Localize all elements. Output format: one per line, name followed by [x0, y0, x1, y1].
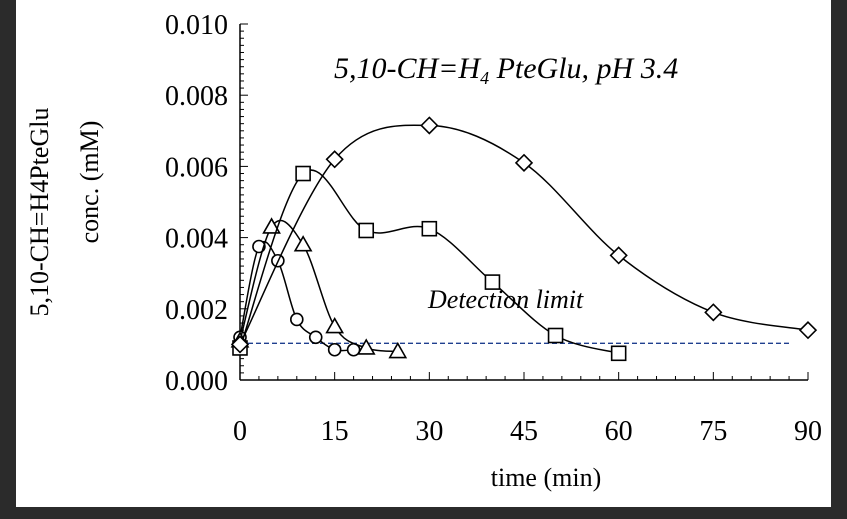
diamond-marker [798, 321, 818, 340]
diamond-marker [704, 303, 723, 322]
x-axis-title: time (min) [491, 463, 601, 492]
triangle-marker [325, 316, 345, 334]
y-axis-title-line1: 5,10-CH=H4PteGlu [25, 108, 54, 317]
triangle-marker [388, 341, 408, 359]
diamond-marker [325, 150, 344, 169]
square-marker [295, 165, 311, 182]
y-tick-label: 0.004 [165, 224, 228, 255]
y-tick-label: 0.000 [165, 366, 228, 397]
x-tick-label: 90 [794, 416, 822, 447]
circle-marker [289, 312, 304, 327]
x-tick-label: 45 [510, 416, 538, 447]
series-circle [233, 239, 361, 357]
y-tick-label: 0.010 [165, 10, 228, 41]
diamond-marker [230, 335, 250, 354]
diamond-marker [609, 246, 628, 265]
x-tick-label: 0 [233, 416, 247, 447]
y-axis-title-line2: conc. (mM) [75, 121, 104, 244]
x-tick-label: 15 [321, 416, 349, 447]
diamond-marker [420, 116, 439, 135]
square-marker [484, 274, 501, 290]
y-tick-label: 0.002 [165, 295, 228, 326]
series-layer [230, 116, 818, 362]
triangle-marker [356, 338, 376, 355]
diamond-marker [514, 153, 534, 172]
y-tick-label: 0.008 [165, 81, 228, 112]
circle-marker [308, 330, 323, 345]
series-diamond [230, 116, 818, 354]
square-marker [610, 345, 627, 362]
annotation-text: 5,10-CH=H4 PteGlu, pH 3.4 [334, 52, 678, 88]
circle-marker [252, 239, 266, 254]
triangle-marker [262, 217, 281, 234]
series-square [232, 165, 627, 362]
y-tick-label: 0.006 [165, 152, 228, 183]
series-line-circle [239, 240, 354, 352]
circle-marker [327, 342, 342, 357]
labels-layer: 0.000 0.002 0.004 0.006 0.008 0.010 0 15 30 45 60 7… [25, 10, 822, 492]
detection-limit-label: Detection limit [427, 285, 584, 314]
x-tick-label: 60 [605, 416, 633, 447]
x-tick-label: 75 [699, 416, 727, 447]
chart-frame [16, 0, 831, 507]
x-tick-label: 30 [415, 416, 443, 447]
triangle-marker [293, 235, 313, 252]
square-marker [547, 327, 564, 344]
square-marker [421, 220, 438, 237]
square-marker [358, 222, 375, 239]
